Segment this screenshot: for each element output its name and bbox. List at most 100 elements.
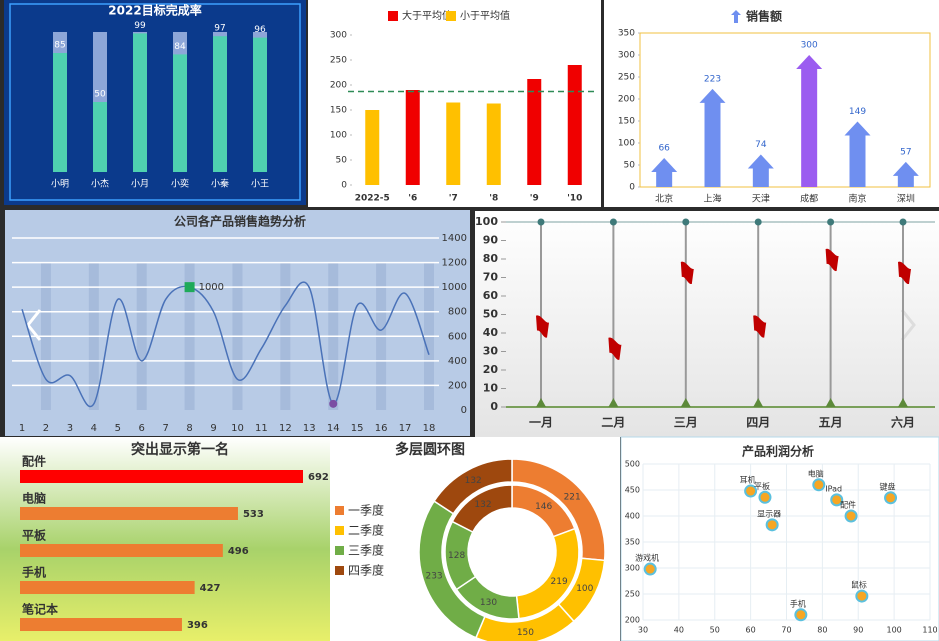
point [830,493,844,507]
bar [53,53,67,172]
arrow-bar [699,88,726,187]
x-tick-label: '6 [408,194,417,204]
y-tick-label: 0 [629,183,635,193]
x-tick-label: 30 [638,626,648,635]
pole-top [682,218,690,226]
y-tick-label: 90 [483,234,499,247]
value-label: 97 [214,24,225,34]
x-tick-label: 110 [922,626,937,635]
x-tick-label: 15 [351,423,364,434]
x-tick-label: '10 [567,194,582,204]
point-label: 手机 [790,598,806,608]
x-tick-label: 五月 [819,416,843,430]
bar [133,33,147,173]
x-tick-label: 50 [710,626,720,635]
prev-arrow[interactable] [26,309,42,341]
x-tick-label: 小奕 [171,178,189,190]
x-tick-label: 深圳 [897,194,915,205]
x-tick-label: 100 [886,626,901,635]
value-label: 57 [900,147,911,157]
y-tick-label: 400 [625,512,640,521]
y-tick-label: 200 [618,95,635,105]
value-label: 128 [448,551,465,561]
x-tick-label: 四月 [746,416,770,430]
legend-label: 三季度 [348,543,384,558]
max-label: 1000 [199,282,224,293]
y-tick-label: 100 [475,215,498,228]
category-label: 手机 [22,565,46,580]
arrow-bar [892,161,919,187]
pole-base [753,398,764,407]
y-tick-label: 200 [448,380,467,391]
y-tick-label: 350 [618,29,635,39]
y-tick-label: 1400 [442,233,467,244]
point [765,518,779,532]
value-label: 427 [200,583,221,594]
y-tick-label: 300 [618,51,635,61]
point-label: 平板 [754,481,770,491]
pole-base [608,398,619,407]
x-tick-label: 18 [423,423,436,434]
category-label: 电脑 [22,491,46,506]
min-marker [329,399,338,408]
y-tick-label: 300 [330,31,347,41]
x-tick-label: 1 [19,423,25,434]
pole-top [537,218,545,226]
point [855,589,869,603]
y-tick-label: 30 [483,345,499,358]
value-label: 50 [94,90,106,100]
x-tick-label: 小明 [51,179,69,190]
y-tick-label: 250 [625,590,640,599]
y-tick-label: 300 [625,564,640,573]
y-tick-label: 0 [341,181,347,191]
y-tick-label: 800 [448,307,467,318]
point [884,491,898,505]
x-tick-label: 2 [43,423,49,434]
point-label: 键盘 [880,481,896,491]
next-arrow[interactable] [900,309,916,341]
x-tick-label: '8 [489,194,498,204]
legend-swatch [335,526,344,535]
x-tick-label: 4 [91,423,97,434]
point-label: 显示器 [757,509,781,518]
point [794,608,808,622]
point-label: 电脑 [808,468,824,478]
line [21,281,430,408]
y-tick-label: 40 [483,326,499,339]
value-label: 233 [425,571,442,581]
x-tick-label: 5 [115,423,121,434]
legend-swatch [335,546,344,555]
x-tick-label: 14 [327,423,340,434]
legend-label: 小于平均值 [460,9,510,22]
pole-top [754,218,762,226]
x-tick-label: 2022-5 [355,194,390,204]
x-tick-label: 南京 [848,193,866,205]
point-label: 游戏机 [635,553,659,563]
x-tick-label: 40 [674,626,684,635]
flag [753,315,767,338]
value-label: 84 [174,42,186,52]
point [812,478,826,492]
x-tick-label: 小杰 [91,178,109,190]
legend-label: 四季度 [348,563,384,578]
bar [93,102,107,172]
legend-label: 二季度 [348,523,384,538]
value-label: 85 [54,41,65,51]
y-tick-label: 60 [483,289,499,302]
value-label: 130 [480,598,497,608]
x-tick-label: 12 [279,423,292,434]
bar [20,470,303,483]
point-label: IPad [825,484,842,493]
bar [365,110,380,185]
plot-frame [639,32,931,188]
x-tick-label: 成都 [800,193,818,205]
x-tick-label: 二月 [601,416,625,430]
y-tick-label: 0 [490,400,498,413]
flag [608,337,622,360]
y-tick-label: 70 [483,271,499,284]
y-tick-label: 0 [461,405,467,416]
point [643,562,657,576]
y-tick-label: 200 [625,616,640,625]
x-tick-label: 北京 [655,193,673,205]
pole-base [680,398,691,407]
